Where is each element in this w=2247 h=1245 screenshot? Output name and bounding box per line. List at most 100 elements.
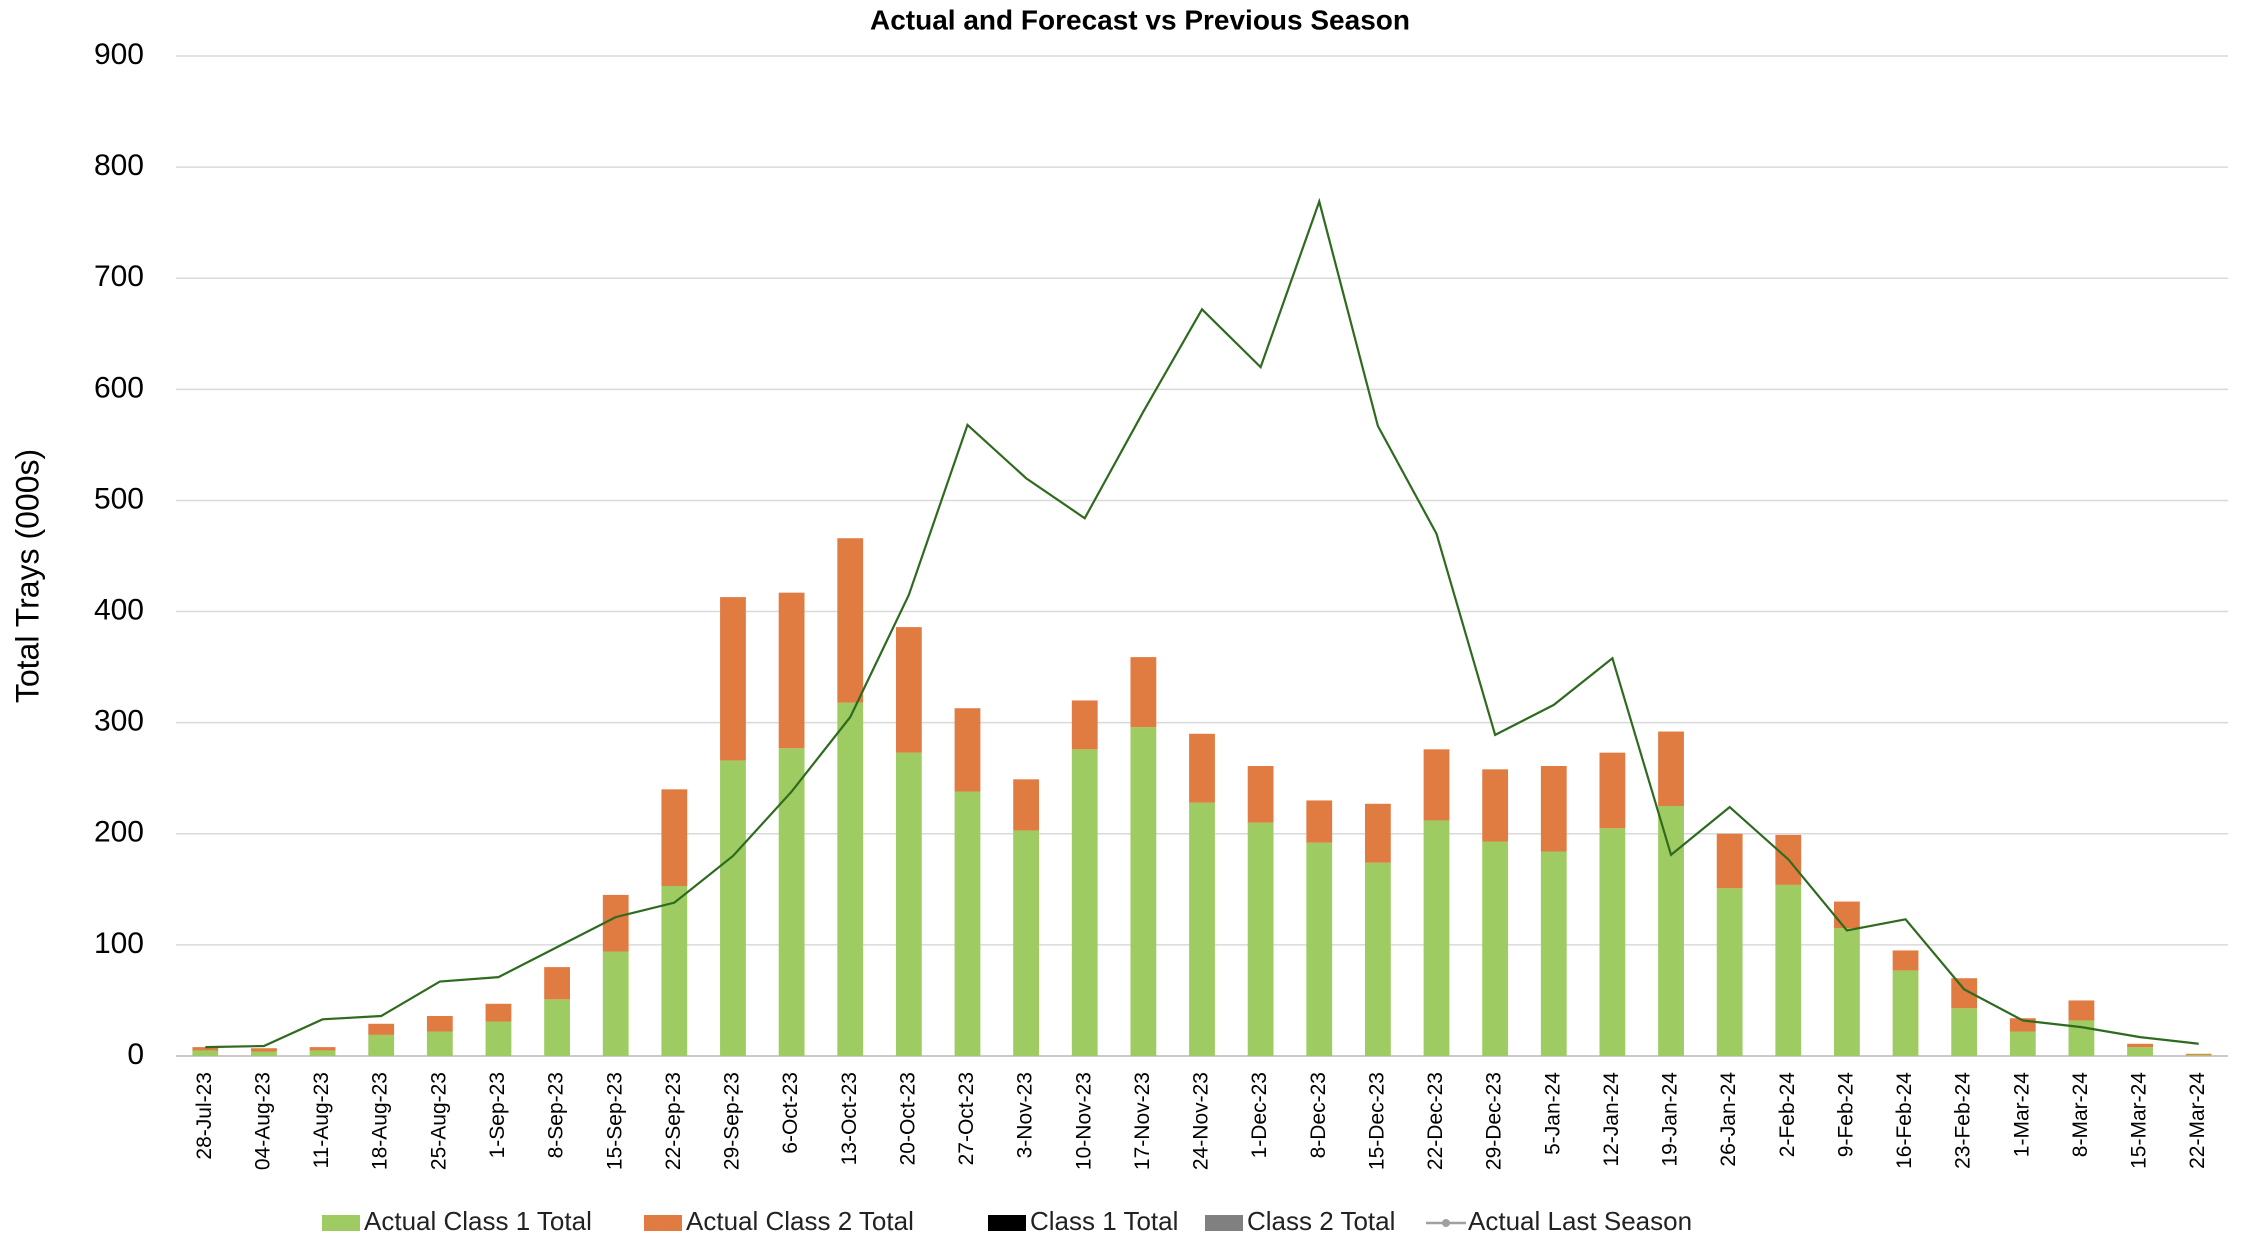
bar [2068, 1000, 2095, 1021]
x-tick-label: 27-Oct-23 [955, 1072, 978, 1165]
x-tick-label: 17-Nov-23 [1131, 1072, 1154, 1170]
bar [1599, 828, 1626, 1056]
x-tick-label: 18-Aug-23 [369, 1072, 392, 1170]
bar [368, 1023, 395, 1035]
x-tick-label: 25-Aug-23 [427, 1072, 450, 1170]
bar [1540, 766, 1567, 852]
legend-label: Class 2 Total [1247, 1206, 1395, 1236]
bar [661, 789, 688, 886]
x-tick-label: 22-Dec-23 [1424, 1072, 1447, 1170]
x-tick-label: 8-Dec-23 [1307, 1072, 1330, 1158]
bar [1716, 833, 1743, 889]
x-tick-label: 10-Nov-23 [1072, 1072, 1095, 1170]
bar [1247, 766, 1274, 823]
bar [661, 886, 688, 1056]
x-tick-label: 3-Nov-23 [1014, 1072, 1037, 1158]
x-tick-label: 29-Sep-23 [721, 1072, 744, 1170]
bar [1189, 733, 1215, 803]
bar [309, 1047, 336, 1051]
chart-title: Actual and Forecast vs Previous Season [870, 4, 1410, 35]
x-tick-label: 8-Mar-24 [2069, 1072, 2092, 1158]
bar [602, 951, 629, 1056]
bar [485, 1003, 512, 1022]
bar [2009, 1031, 2036, 1056]
bar [1189, 802, 1215, 1056]
bar [1658, 806, 1684, 1056]
bar [2127, 1043, 2153, 1048]
x-tick-label: 9-Feb-24 [1834, 1072, 1857, 1158]
bar [192, 1050, 219, 1056]
bar [1364, 803, 1391, 863]
x-tick-label: 04-Aug-23 [251, 1072, 274, 1170]
x-tick-label: 19-Jan-24 [1659, 1072, 1682, 1167]
bar [895, 627, 922, 753]
legend-label: Class 1 Total [1030, 1206, 1178, 1236]
x-tick-label: 12-Jan-24 [1600, 1072, 1623, 1167]
legend-swatch [644, 1215, 682, 1231]
bar [426, 1016, 453, 1032]
bar [720, 760, 746, 1056]
x-tick-label: 11-Aug-23 [310, 1072, 333, 1169]
y-tick-label: 900 [94, 38, 144, 71]
bar [1892, 950, 1919, 971]
bar [309, 1050, 336, 1056]
y-tick-label: 700 [94, 260, 144, 293]
x-tick-label: 29-Dec-23 [1483, 1072, 1506, 1170]
y-tick-label: 600 [94, 371, 144, 404]
bar [368, 1034, 395, 1056]
x-tick-label: 24-Nov-23 [1190, 1072, 1213, 1170]
x-tick-label: 5-Jan-24 [1541, 1072, 1564, 1155]
y-tick-label: 800 [94, 149, 144, 182]
bar [602, 894, 629, 952]
bar [837, 538, 864, 703]
y-tick-label: 0 [127, 1038, 144, 1071]
bar [1540, 851, 1567, 1056]
bar [1423, 749, 1450, 821]
x-tick-label: 1-Dec-23 [1248, 1072, 1271, 1158]
bar [2185, 1053, 2212, 1055]
bar [1834, 928, 1860, 1056]
bar [778, 748, 805, 1056]
bar [1013, 779, 1040, 831]
bar [1716, 888, 1743, 1056]
bar [1482, 841, 1509, 1056]
x-tick-label: 13-Oct-23 [838, 1072, 861, 1165]
x-tick-label: 28-Jul-23 [193, 1072, 216, 1160]
x-tick-label: 8-Sep-23 [545, 1072, 568, 1158]
bar [1130, 727, 1157, 1056]
bar [1364, 862, 1391, 1056]
x-tick-label: 1-Sep-23 [486, 1072, 509, 1158]
x-tick-label: 22-Mar-24 [2186, 1072, 2209, 1169]
bar [251, 1051, 277, 1056]
x-tick-label: 15-Sep-23 [603, 1072, 626, 1170]
bar [1482, 769, 1509, 842]
x-tick-label: 1-Mar-24 [2010, 1072, 2033, 1158]
bar [954, 791, 981, 1056]
bar [1834, 901, 1860, 929]
bar [544, 967, 570, 1000]
y-tick-label: 500 [94, 482, 144, 515]
bar [1071, 700, 1098, 750]
legend-label: Actual Class 2 Total [686, 1206, 914, 1236]
bar [544, 999, 570, 1056]
bar [895, 752, 922, 1056]
bar [837, 702, 864, 1056]
y-tick-label: 300 [94, 705, 144, 738]
x-tick-label: 16-Feb-24 [1893, 1072, 1916, 1169]
bar [485, 1021, 512, 1056]
bar [1775, 884, 1802, 1056]
bar [426, 1031, 453, 1056]
legend-swatch [988, 1215, 1026, 1231]
x-tick-label: 2-Feb-24 [1776, 1072, 1799, 1158]
bar [2185, 1054, 2212, 1056]
x-tick-label: 15-Dec-23 [1365, 1072, 1388, 1170]
bar [2127, 1047, 2153, 1056]
bar [1423, 820, 1450, 1056]
bar [1892, 970, 1919, 1056]
bar [1071, 749, 1098, 1056]
bar [1130, 657, 1157, 728]
bar [251, 1048, 277, 1052]
legend-swatch [322, 1215, 360, 1231]
bar [1599, 752, 1626, 829]
